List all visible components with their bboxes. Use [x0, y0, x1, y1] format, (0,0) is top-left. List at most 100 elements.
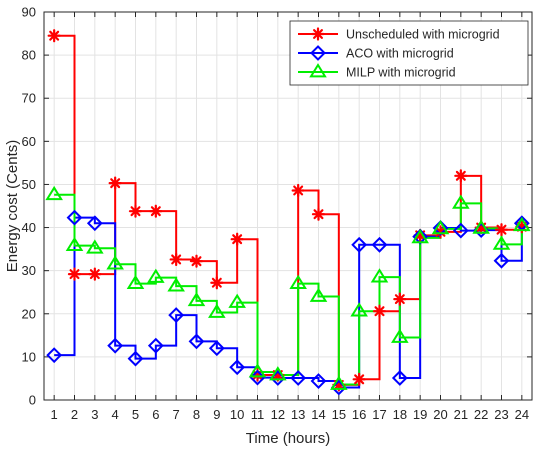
legend-entry: Unscheduled with microgrid	[298, 27, 500, 42]
y-tick-label: 30	[22, 263, 36, 278]
asterisk-stroke	[293, 185, 304, 196]
x-tick-label: 5	[132, 407, 139, 422]
triangle-marker	[370, 268, 389, 283]
triangle-marker	[472, 219, 490, 234]
x-tick-label: 6	[152, 407, 159, 422]
asterisk-marker	[47, 29, 61, 43]
diamond-marker	[46, 347, 63, 364]
diamond-marker	[188, 333, 205, 350]
y-tick-label: 70	[22, 91, 36, 106]
triangle-marker	[492, 235, 511, 250]
x-tick-label: 16	[352, 407, 366, 422]
x-tick-label: 8	[193, 407, 200, 422]
asterisk-marker	[372, 304, 387, 318]
diamond-marker	[310, 373, 327, 389]
triangle-marker	[350, 302, 368, 317]
asterisk-stroke	[455, 170, 466, 181]
y-tick-label: 0	[29, 393, 36, 408]
asterisk-marker	[108, 176, 122, 190]
asterisk-marker	[291, 183, 305, 198]
triangle-marker	[248, 363, 267, 378]
diamond-marker	[147, 337, 164, 354]
diamond-marker	[290, 370, 307, 386]
legend-label: Unscheduled with microgrid	[346, 28, 500, 42]
asterisk-marker	[128, 204, 143, 218]
asterisk-marker	[352, 372, 366, 386]
triangle-marker	[86, 239, 104, 254]
triangle-marker	[208, 303, 226, 318]
triangle-marker	[167, 277, 185, 292]
asterisk-stroke	[354, 374, 365, 385]
triangle-marker	[106, 255, 124, 270]
triangle-marker	[45, 185, 63, 201]
asterisk-stroke	[150, 206, 161, 217]
asterisk-marker	[169, 252, 183, 267]
asterisk-marker	[311, 27, 325, 41]
x-tick-label: 14	[311, 407, 325, 422]
diamond-marker	[208, 340, 225, 357]
y-tick-label: 60	[22, 134, 36, 149]
asterisk-stroke	[110, 178, 121, 189]
asterisk-marker	[210, 276, 224, 290]
asterisk-stroke	[211, 277, 222, 288]
asterisk-stroke	[435, 226, 446, 237]
y-tick-label: 10	[22, 349, 36, 364]
triangle-marker	[513, 216, 531, 232]
asterisk-stroke	[394, 294, 405, 305]
x-axis-title: Time (hours)	[246, 430, 330, 447]
asterisk-marker	[88, 267, 102, 281]
x-tick-label: 10	[230, 407, 244, 422]
diamond-marker	[107, 337, 124, 354]
legend-entry: ACO with microgrid	[298, 45, 454, 61]
x-tick-label: 2	[71, 407, 78, 422]
asterisk-stroke	[89, 269, 100, 280]
asterisk-stroke	[49, 30, 60, 41]
diamond-marker	[127, 350, 144, 367]
triangle-marker	[391, 328, 409, 343]
x-tick-label: 23	[494, 407, 508, 422]
asterisk-marker	[311, 207, 326, 221]
diamond-marker	[432, 220, 449, 236]
asterisk-marker	[149, 204, 163, 218]
asterisk-marker	[67, 267, 82, 281]
legend-entries: Unscheduled with microgrid ACO with micro…	[298, 27, 500, 80]
triangle-marker	[452, 194, 470, 209]
asterisk-stroke	[374, 306, 385, 317]
diamond-marker	[391, 370, 408, 386]
x-tick-label: 20	[433, 407, 447, 422]
asterisk-marker	[494, 223, 509, 237]
x-tick-label: 15	[332, 407, 346, 422]
x-tick-label: 21	[454, 407, 468, 422]
diamond-marker	[452, 222, 469, 239]
legend-label: MILP with microgrid	[346, 66, 456, 80]
asterisk-marker	[454, 169, 468, 183]
triangle-marker	[269, 366, 287, 381]
diamond-marker	[66, 209, 83, 226]
diamond-marker	[351, 236, 368, 253]
triangle-marker	[309, 287, 328, 302]
y-tick-labels: 0 10 20 30 40 50 60 70 80 90	[22, 5, 36, 408]
triangle-marker	[126, 274, 145, 289]
asterisk-marker	[230, 232, 244, 246]
x-tick-label: 17	[372, 407, 386, 422]
x-tick-label: 22	[474, 407, 488, 422]
legend: Unscheduled with microgrid ACO with micro…	[289, 20, 529, 86]
asterisk-stroke	[232, 234, 243, 245]
triangle-marker	[228, 293, 246, 308]
triangle-marker	[187, 291, 206, 307]
asterisk-stroke	[130, 206, 141, 217]
triangle-marker	[147, 268, 165, 283]
x-tick-label: 24	[515, 407, 529, 422]
triangle-marker	[65, 236, 84, 252]
legend-entry: MILP with microgrid	[298, 63, 456, 80]
asterisk-stroke	[313, 29, 323, 39]
x-tick-label: 7	[173, 407, 180, 422]
diamond-marker	[493, 252, 510, 269]
triangle-marker	[289, 274, 307, 289]
y-tick-label: 40	[22, 220, 36, 235]
x-tick-label: 1	[51, 407, 58, 422]
x-tick-label: 12	[271, 407, 285, 422]
x-tick-label: 18	[393, 407, 407, 422]
